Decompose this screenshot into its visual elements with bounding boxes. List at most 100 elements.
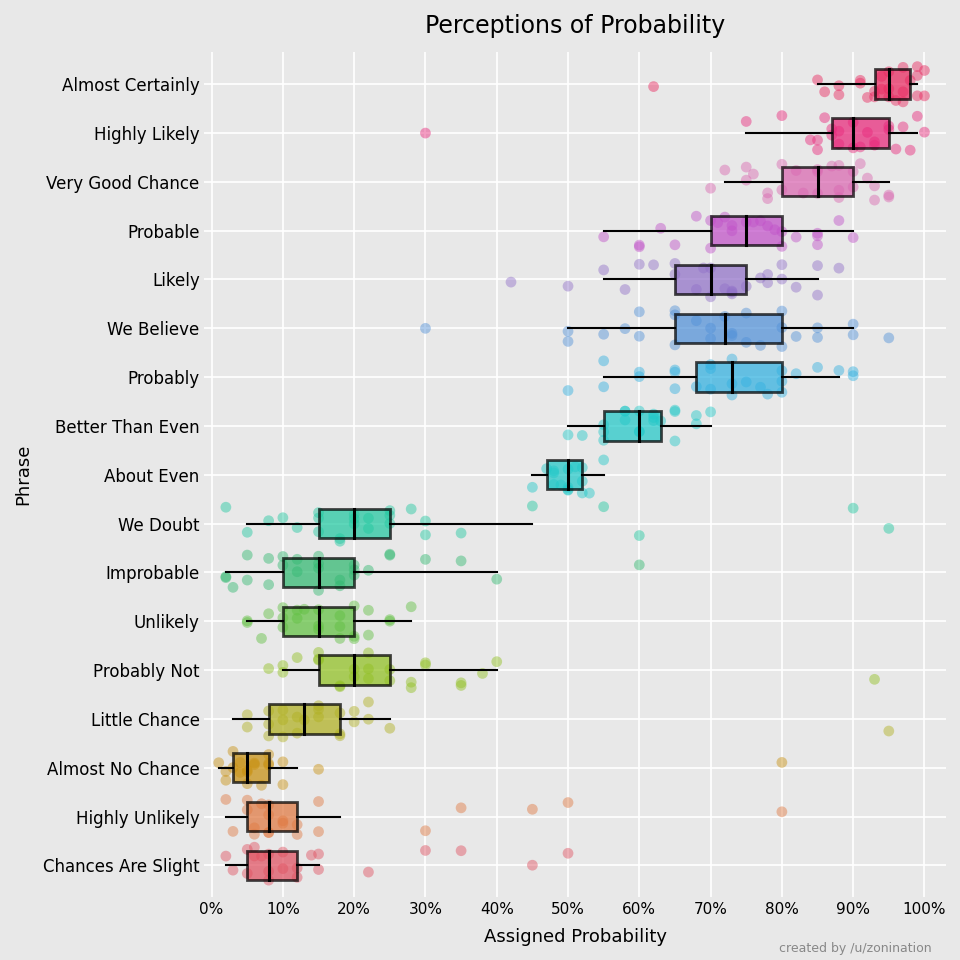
Point	[311, 645, 326, 660]
Point	[290, 603, 305, 618]
Point	[546, 477, 562, 492]
Point	[617, 321, 633, 336]
Point	[632, 239, 647, 254]
Point	[724, 218, 739, 233]
Point	[382, 613, 397, 629]
Point	[867, 192, 882, 207]
Point	[453, 843, 468, 858]
Point	[418, 321, 433, 336]
Point	[347, 669, 362, 684]
Point	[332, 578, 348, 593]
Point	[311, 653, 326, 668]
Point	[561, 480, 576, 495]
Point	[261, 577, 276, 592]
Point	[810, 162, 826, 178]
Point	[632, 423, 647, 439]
Point	[311, 505, 326, 520]
Point	[311, 709, 326, 725]
Point	[724, 387, 739, 402]
Point	[632, 557, 647, 572]
Point	[796, 185, 811, 201]
Point	[667, 404, 683, 420]
Point	[760, 191, 776, 206]
Point	[575, 485, 590, 500]
Point	[696, 260, 711, 276]
Point	[852, 76, 868, 91]
Point	[653, 414, 668, 429]
Point	[347, 507, 362, 522]
Point	[910, 59, 925, 74]
Point	[881, 64, 897, 80]
Point	[703, 213, 718, 228]
Point	[575, 428, 590, 444]
Point	[347, 704, 362, 719]
Point	[617, 403, 633, 419]
Point	[276, 861, 291, 876]
Point	[311, 618, 326, 634]
Point	[831, 213, 847, 228]
Point	[290, 827, 305, 842]
Point	[632, 424, 647, 440]
Point	[824, 158, 839, 174]
Point	[667, 362, 683, 377]
Point	[688, 379, 704, 395]
Point	[632, 403, 647, 419]
Point	[667, 402, 683, 418]
Point	[240, 803, 255, 818]
Bar	[710, 216, 781, 245]
Bar	[319, 656, 390, 684]
Point	[575, 473, 590, 489]
Point	[453, 675, 468, 690]
Point	[276, 730, 291, 745]
Point	[290, 817, 305, 832]
Point	[382, 508, 397, 523]
Point	[247, 756, 262, 771]
Point	[788, 279, 804, 295]
Point	[276, 755, 291, 770]
Point	[738, 278, 754, 294]
Point	[218, 499, 233, 515]
Point	[831, 124, 847, 139]
Point	[247, 756, 262, 772]
Point	[688, 408, 704, 423]
Point	[760, 185, 776, 201]
Point	[290, 709, 305, 725]
Point	[361, 603, 376, 618]
Point	[738, 173, 754, 188]
Bar	[675, 314, 781, 343]
Point	[596, 452, 612, 468]
Point	[810, 360, 826, 375]
Point	[276, 600, 291, 615]
Point	[240, 866, 255, 881]
Point	[347, 558, 362, 573]
Point	[240, 842, 255, 857]
Point	[525, 480, 540, 495]
Point	[867, 672, 882, 687]
Point	[418, 527, 433, 542]
Point	[632, 256, 647, 272]
Bar	[233, 753, 269, 782]
Point	[276, 712, 291, 728]
Point	[276, 619, 291, 635]
Point	[582, 486, 597, 501]
Point	[290, 611, 305, 626]
Point	[311, 561, 326, 576]
Point	[717, 281, 732, 297]
Point	[247, 820, 262, 835]
Point	[774, 339, 789, 354]
Point	[846, 317, 861, 332]
Point	[774, 373, 789, 389]
Point	[846, 368, 861, 383]
Point	[453, 801, 468, 816]
Point	[261, 660, 276, 676]
Bar	[546, 460, 583, 490]
Point	[724, 325, 739, 341]
Point	[917, 125, 932, 140]
Point	[418, 823, 433, 838]
Point	[774, 182, 789, 198]
Point	[382, 547, 397, 563]
Point	[253, 778, 269, 793]
Point	[261, 873, 276, 888]
Point	[261, 551, 276, 566]
Point	[261, 864, 276, 879]
